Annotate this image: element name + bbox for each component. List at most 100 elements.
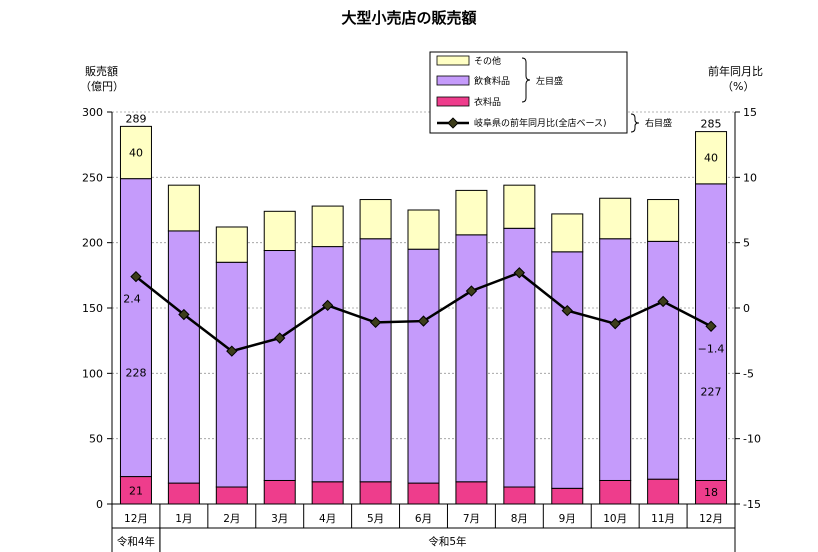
bar-food <box>215 261 248 488</box>
left-axis-title-line1: 販売額 <box>85 65 118 78</box>
bar-clothing <box>359 481 392 505</box>
bars <box>119 125 728 505</box>
legend-box <box>429 51 628 134</box>
yoy-point <box>369 316 382 329</box>
bar-other <box>407 209 440 250</box>
x-tick-label: 8月 <box>511 513 528 525</box>
x-tick-label: 3月 <box>271 513 288 525</box>
bar-clothing <box>647 478 680 505</box>
bar-total-label: 285 <box>701 118 722 131</box>
bar-clothing <box>503 486 536 505</box>
yoy-point <box>178 308 190 321</box>
right-tick-label: 5 <box>743 237 750 250</box>
legend-swatch-other <box>436 55 470 66</box>
x-tick-label: 12月 <box>699 513 723 525</box>
bar-other <box>215 226 248 263</box>
bar-other <box>311 205 344 248</box>
bar-food <box>119 178 152 478</box>
bar-food <box>311 246 344 483</box>
left-axis-title-line2: （億円） <box>80 80 124 93</box>
data-label: 21 <box>129 484 143 497</box>
x-tick-label: 11月 <box>651 513 675 525</box>
yoy-point <box>465 285 478 297</box>
bar-other <box>503 184 536 229</box>
bar-clothing <box>263 479 296 505</box>
bar-clothing <box>311 481 344 505</box>
yoy-point <box>609 318 621 330</box>
bar-food <box>647 240 680 480</box>
bar-food <box>167 230 200 484</box>
right-tick-label: 10 <box>743 171 757 184</box>
legend: その他 飲食料品 衣料品 岐阜県の前年同月比(全店ベース) 左目盛 右目盛 <box>429 51 672 134</box>
x-tick-label: 10月 <box>603 513 627 525</box>
bar-food <box>263 250 296 481</box>
bar-other <box>119 125 152 180</box>
data-label: 2.4 <box>123 293 141 306</box>
yoy-point <box>561 304 573 317</box>
legend-label-clothing: 衣料品 <box>474 96 501 108</box>
left-tick-label: 50 <box>89 433 103 446</box>
bar-clothing <box>119 476 152 505</box>
bar-clothing <box>167 482 200 505</box>
legend-label-other: その他 <box>474 55 501 67</box>
chart-title: 大型小売店の販売額 <box>341 9 476 27</box>
left-tick-label: 200 <box>82 237 103 250</box>
legend-right-brace <box>630 113 640 133</box>
right-tick-label: -10 <box>743 433 761 446</box>
x-tick-label: 6月 <box>415 513 432 525</box>
bar-clothing <box>551 487 584 505</box>
data-label: 227 <box>701 385 722 398</box>
bar-other <box>647 199 680 242</box>
yoy-line <box>130 267 717 357</box>
yoy-point <box>705 320 717 332</box>
legend-swatch-clothing <box>436 96 470 107</box>
bar-total-label: 289 <box>125 112 146 125</box>
legend-left-note: 左目盛 <box>536 75 563 87</box>
x-tick-label: 1月 <box>175 513 192 525</box>
legend-label-food: 飲食料品 <box>474 75 510 87</box>
yoy-point <box>130 270 142 283</box>
data-label: 228 <box>125 366 146 379</box>
x-tick-label: 5月 <box>367 513 384 525</box>
x-tick-label: 12月 <box>124 513 148 525</box>
bar-clothing <box>407 482 440 505</box>
x-tick-label: 9月 <box>559 513 576 525</box>
bar-clothing <box>215 486 248 505</box>
legend-right-note: 右目盛 <box>645 117 672 129</box>
data-label: −1.4 <box>698 342 725 355</box>
left-tick-label: 0 <box>96 498 103 511</box>
legend-swatch-food <box>436 75 470 86</box>
yoy-point <box>657 295 669 308</box>
bar-other <box>167 184 200 232</box>
data-labels: 289 285 40 228 21 40 227 18 2.4 −1.4 <box>123 112 724 499</box>
left-tick-label: 250 <box>82 171 103 184</box>
right-axis-title-line1: 前年同月比 <box>708 64 763 78</box>
data-label: 40 <box>704 152 718 165</box>
x-tick-label: 4月 <box>319 513 336 525</box>
data-label: 18 <box>704 486 718 499</box>
bar-food <box>407 248 440 484</box>
right-tick-label: 0 <box>743 302 750 315</box>
right-tick-label: 15 <box>743 106 757 119</box>
data-label: 40 <box>129 147 143 160</box>
yoy-point <box>321 299 334 312</box>
x-tick-label: 7月 <box>463 513 480 525</box>
bar-food <box>455 234 488 483</box>
bar-other <box>455 189 488 236</box>
axes: 0 50 100 150 200 250 300 -15 -10 -5 0 5 10 15 12月 1月 2月 3… <box>82 106 761 552</box>
year-group-label: 令和5年 <box>428 535 466 548</box>
bar-other <box>551 213 584 253</box>
yoy-point <box>417 315 430 327</box>
bar-food <box>599 238 632 481</box>
left-tick-label: 100 <box>82 367 103 380</box>
bar-other <box>695 131 728 185</box>
legend-line-marker <box>447 117 459 129</box>
bar-food <box>551 251 584 489</box>
bar-clothing <box>599 479 632 505</box>
x-tick-label: 2月 <box>223 513 240 525</box>
bar-clothing <box>455 481 488 505</box>
bar-food <box>359 238 392 483</box>
left-tick-label: 300 <box>82 106 103 119</box>
bar-food <box>695 183 728 481</box>
left-tick-label: 150 <box>82 302 103 315</box>
